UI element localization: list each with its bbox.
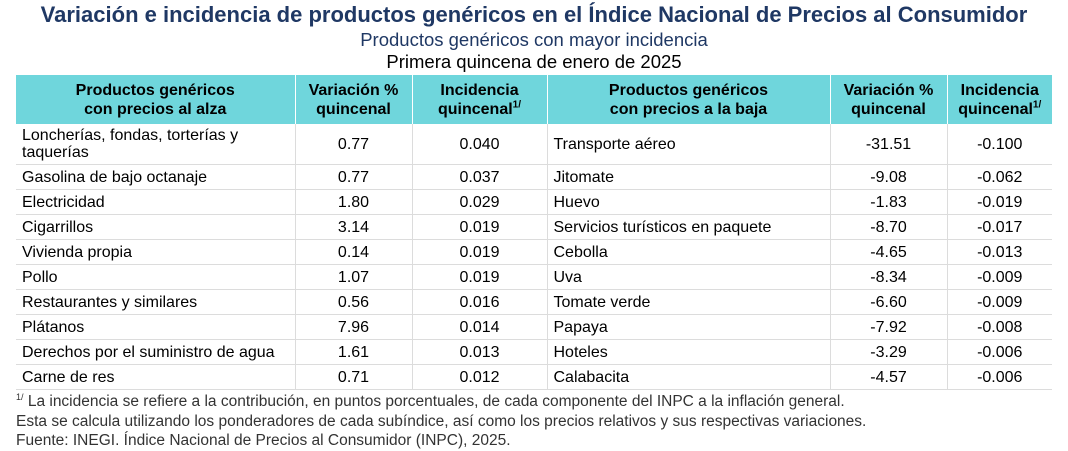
rise-product-name: Carne de res [16,364,296,390]
rise-incidence: 0.040 [412,124,548,165]
footnote-calculation: Esta se calcula utilizando los ponderado… [16,412,867,430]
rise-variation: 0.77 [295,164,413,190]
page-subtitle: Productos genéricos con mayor incidencia [360,29,708,50]
rise-incidence: 0.019 [412,214,548,240]
rise-incidence: 0.012 [412,364,548,390]
rise-incidence: 0.029 [412,189,548,215]
rise-variation: 3.14 [295,214,413,240]
table-row: Vivienda propia 0.14 0.019 Cebolla -4.65… [16,239,1052,265]
fall-product-name: Tomate verde [547,289,831,315]
table-row: Loncherías, fondas, torterías y taquería… [16,124,1052,165]
rise-product-name: Derechos por el suministro de agua [16,339,296,365]
header-fall-products: Productos genéricos con precios a la baj… [547,75,831,124]
fall-variation: -31.51 [830,124,948,165]
fall-variation: -8.70 [830,214,948,240]
fall-variation: -8.34 [830,264,948,290]
fall-variation: -6.60 [830,289,948,315]
fall-product-name: Uva [547,264,831,290]
fall-incidence: -0.009 [947,264,1052,290]
fall-product-name: Servicios turísticos en paquete [547,214,831,240]
fall-incidence: -0.006 [947,339,1052,365]
rise-variation: 7.96 [295,314,413,340]
table-row: Plátanos 7.96 0.014 Papaya -7.92 -0.008 [16,314,1052,340]
period-label: Primera quincena de enero de 2025 [386,51,682,72]
fall-incidence: -0.013 [947,239,1052,265]
table-header-row: Productos genéricos con precios al alza … [16,75,1052,124]
rise-incidence: 0.014 [412,314,548,340]
fall-incidence: -0.019 [947,189,1052,215]
rise-variation: 0.14 [295,239,413,265]
rise-variation: 1.07 [295,264,413,290]
rise-variation: 1.80 [295,189,413,215]
table-row: Restaurantes y similares 0.56 0.016 Toma… [16,289,1052,315]
fall-incidence: -0.100 [947,124,1052,165]
fall-product-name: Hoteles [547,339,831,365]
page-title: Variación e incidencia de productos gené… [40,2,1028,27]
fall-variation: -3.29 [830,339,948,365]
fall-product-name: Calabacita [547,364,831,390]
fall-incidence: -0.017 [947,214,1052,240]
table-row: Electricidad 1.80 0.029 Huevo -1.83 -0.0… [16,189,1052,215]
footnote-marker: 1/ [16,391,24,402]
footnotes: 1/ La incidencia se refiere a la contrib… [16,392,866,451]
header-variation-rise: Variación % quincenal [295,75,413,124]
rise-incidence: 0.019 [412,239,548,265]
rise-incidence: 0.013 [412,339,548,365]
fall-variation: -1.83 [830,189,948,215]
table-row: Carne de res 0.71 0.012 Calabacita -4.57… [16,364,1052,390]
header-incidence-rise: Incidencia quincenal1/ [412,75,548,124]
table-row: Gasolina de bajo octanaje 0.77 0.037 Jit… [16,164,1052,190]
rise-variation: 1.61 [295,339,413,365]
footnote-text-1: La incidencia se refiere a la contribuci… [23,393,845,410]
fall-incidence: -0.006 [947,364,1052,390]
rise-incidence: 0.037 [412,164,548,190]
rise-product-name: Cigarrillos [16,214,296,240]
rise-incidence: 0.016 [412,289,548,315]
fall-variation: -7.92 [830,314,948,340]
footnote-incidence: 1/ La incidencia se refiere a la contrib… [16,392,866,412]
rise-product-name: Restaurantes y similares [16,289,296,315]
header-incidence-fall: Incidencia quincenal1/ [947,75,1052,124]
header-rise-products: Productos genéricos con precios al alza [16,75,296,124]
incidence-table: Productos genéricos con precios al alza … [16,75,1052,390]
table-row: Cigarrillos 3.14 0.019 Servicios turísti… [16,214,1052,240]
header-variation-fall: Variación % quincenal [830,75,948,124]
fall-product-name: Papaya [547,314,831,340]
fall-product-name: Jitomate [547,164,831,190]
table-row: Derechos por el suministro de agua 1.61 … [16,339,1052,365]
rise-product-name: Pollo [16,264,296,290]
rise-product-name: Vivienda propia [16,239,296,265]
rise-variation: 0.77 [295,124,413,165]
rise-product-name: Electricidad [16,189,296,215]
fall-product-name: Transporte aéreo [547,124,831,165]
fall-variation: -4.57 [830,364,948,390]
rise-variation: 0.56 [295,289,413,315]
source-note: Fuente: INEGI. Índice Nacional de Precio… [16,432,511,449]
rise-product-name: Loncherías, fondas, torterías y taquería… [16,124,296,165]
fall-incidence: -0.008 [947,314,1052,340]
fall-variation: -4.65 [830,239,948,265]
fall-variation: -9.08 [830,164,948,190]
rise-variation: 0.71 [295,364,413,390]
rise-incidence: 0.019 [412,264,548,290]
fall-product-name: Huevo [547,189,831,215]
table-body: Loncherías, fondas, torterías y taquería… [16,124,1052,390]
rise-product-name: Gasolina de bajo octanaje [16,164,296,190]
table-row: Pollo 1.07 0.019 Uva -8.34 -0.009 [16,264,1052,290]
fall-incidence: -0.062 [947,164,1052,190]
fall-incidence: -0.009 [947,289,1052,315]
fall-product-name: Cebolla [547,239,831,265]
rise-product-name: Plátanos [16,314,296,340]
